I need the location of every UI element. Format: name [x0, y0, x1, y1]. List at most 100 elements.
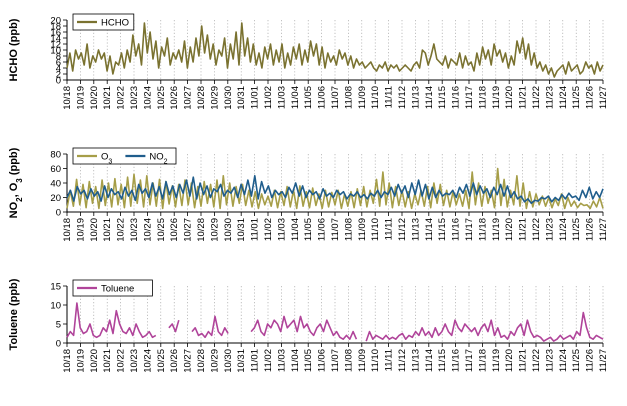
x-tick-label: 11/24 — [558, 86, 569, 109]
x-tick-label: 11/06 — [317, 349, 328, 372]
x-tick-label: 10/26 — [169, 218, 180, 242]
x-tick-label: 10/24 — [142, 86, 153, 110]
x-tick-label: 11/23 — [544, 218, 555, 241]
y-tick-label: 20 — [50, 15, 61, 26]
x-tick-label: 11/20 — [504, 218, 515, 241]
x-tick-label: 10/31 — [236, 86, 247, 110]
x-tick-label: 11/25 — [571, 86, 582, 109]
y-tick-label: 15 — [50, 281, 61, 292]
x-tick-label: 10/23 — [129, 349, 140, 373]
x-tick-label: 11/04 — [290, 86, 301, 109]
x-tick-label: 11/24 — [558, 349, 569, 372]
y-axis-title: NO2, O3 (ppb) — [8, 147, 24, 218]
x-tick-label: 10/20 — [89, 218, 100, 242]
x-tick-label: 10/30 — [223, 349, 234, 373]
x-tick-label: 11/23 — [544, 86, 555, 109]
x-tick-label: 11/18 — [477, 86, 488, 109]
x-tick-label: 11/03 — [276, 218, 287, 241]
x-tick-label: 11/24 — [558, 218, 569, 241]
legend-label-subscript: 3 — [108, 158, 112, 165]
x-tick-label: 10/18 — [62, 86, 73, 110]
x-tick-label: 11/25 — [571, 349, 582, 372]
y-axis-title: Toluene (ppb) — [8, 278, 20, 350]
x-tick-label: 11/19 — [491, 349, 502, 372]
x-tick-label: 10/19 — [75, 218, 86, 242]
x-tick-label: 10/24 — [142, 218, 153, 242]
x-tick-label: 10/23 — [129, 218, 140, 242]
legend-label-subscript: 2 — [164, 158, 168, 165]
x-tick-label: 10/19 — [75, 349, 86, 373]
x-tick-label: 11/26 — [585, 349, 596, 372]
series-line-o3 — [66, 167, 604, 210]
x-tick-label: 10/19 — [75, 86, 86, 110]
x-tick-label: 11/15 — [437, 86, 448, 109]
x-tick-label: 10/22 — [116, 218, 127, 242]
y-axis-title-part: (ppb) — [8, 147, 20, 178]
x-tick-label: 11/05 — [303, 218, 314, 241]
x-tick-label: 10/23 — [129, 86, 140, 110]
y-tick-label: 12 — [50, 39, 61, 50]
x-tick-label: 11/23 — [544, 349, 555, 372]
y-tick-label: 80 — [50, 149, 61, 160]
x-tick-label: 11/16 — [451, 86, 462, 109]
x-tick-label: 10/29 — [209, 86, 220, 110]
x-tick-label: 10/29 — [209, 349, 220, 373]
x-tick-label: 11/14 — [424, 218, 435, 241]
x-tick-label: 11/27 — [598, 218, 609, 241]
x-tick-label: 11/02 — [263, 349, 274, 372]
legend-label: Toluene — [101, 284, 134, 295]
x-tick-label: 11/08 — [343, 218, 354, 241]
x-tick-label: 11/20 — [504, 349, 515, 372]
x-tick-label: 11/09 — [357, 218, 368, 241]
x-tick-label: 11/26 — [585, 86, 596, 109]
y-tick-label: 0 — [56, 338, 61, 349]
x-tick-label: 11/06 — [317, 86, 328, 109]
x-tick-label: 11/03 — [276, 86, 287, 109]
y-axis-title-part: 2 — [15, 197, 24, 202]
x-tick-label: 11/13 — [410, 349, 421, 372]
x-tick-label: 11/10 — [370, 349, 381, 372]
x-tick-label: 11/25 — [571, 218, 582, 241]
x-tick-label: 11/16 — [451, 218, 462, 241]
x-tick-label: 11/17 — [464, 86, 475, 109]
x-tick-label: 11/15 — [437, 218, 448, 241]
x-tick-label: 11/22 — [531, 349, 542, 372]
x-tick-label: 10/25 — [156, 86, 167, 110]
x-tick-label: 11/07 — [330, 218, 341, 241]
y-tick-label: 10 — [50, 45, 61, 56]
x-tick-label: 10/28 — [196, 86, 207, 110]
x-tick-label: 10/26 — [169, 86, 180, 110]
x-tick-label: 10/28 — [196, 349, 207, 373]
legend-box — [72, 147, 177, 165]
x-tick-label: 11/15 — [437, 349, 448, 372]
y-tick-label: 0 — [56, 207, 61, 218]
x-tick-label: 10/28 — [196, 218, 207, 242]
x-tick-label: 11/27 — [598, 86, 609, 109]
y-tick-label: 8 — [56, 51, 61, 62]
x-tick-label: 10/27 — [183, 218, 194, 242]
y-axis-title: HCHO (ppb) — [8, 18, 20, 81]
x-tick-label: 11/13 — [410, 86, 421, 109]
x-tick-label: 11/08 — [343, 86, 354, 109]
x-tick-label: 10/22 — [116, 349, 127, 373]
x-tick-label: 10/21 — [102, 86, 113, 110]
x-tick-label: 11/01 — [250, 349, 261, 372]
legend-box — [72, 13, 135, 31]
series-line-no2 — [66, 175, 604, 205]
x-tick-label: 10/31 — [236, 349, 247, 373]
x-tick-label: 11/01 — [250, 218, 261, 241]
x-tick-label: 11/19 — [491, 218, 502, 241]
y-tick-label: 18 — [50, 21, 61, 32]
y-tick-label: 2 — [56, 69, 61, 80]
x-tick-label: 10/20 — [89, 349, 100, 373]
x-tick-label: 10/29 — [209, 218, 220, 242]
x-tick-label: 11/05 — [303, 86, 314, 109]
x-tick-label: 11/16 — [451, 349, 462, 372]
x-tick-label: 10/18 — [62, 218, 73, 242]
y-tick-label: 10 — [50, 300, 61, 311]
x-tick-label: 11/17 — [464, 349, 475, 372]
x-tick-label: 11/21 — [518, 349, 529, 372]
